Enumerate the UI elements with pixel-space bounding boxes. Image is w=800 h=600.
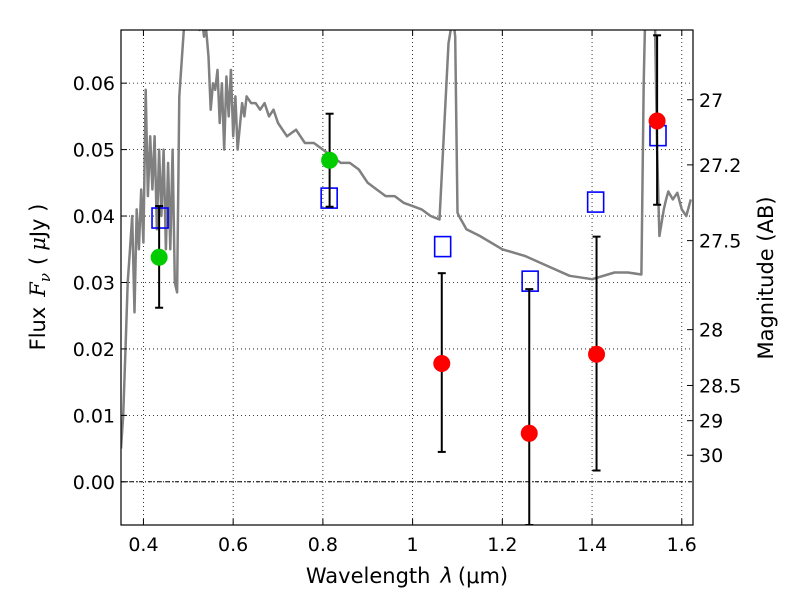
right-tick-label: 29: [699, 411, 723, 433]
x-axis-title: Wavelength λ (μm): [306, 564, 508, 588]
detection-point: [588, 345, 606, 363]
x-tick-label: 0.4: [128, 534, 158, 556]
model-flux-square: [586, 191, 605, 213]
plot-frame: [120, 29, 694, 526]
right-tick-label: 27.2: [699, 155, 741, 177]
y-axis-left: 0.00 0.01 0.02 0.03 0.04 0.05 0.06: [73, 73, 127, 494]
y-tick-label: 0.05: [73, 140, 115, 162]
plot-area: [121, 30, 693, 525]
model-spectrum-line: [121, 30, 693, 449]
optical-detection-point: [321, 151, 339, 169]
right-tick-label: 28: [699, 320, 723, 342]
model-flux-square: [433, 235, 452, 258]
right-tick-label: 27.5: [699, 231, 741, 253]
detection-point: [648, 112, 666, 130]
detection-point: [520, 424, 538, 442]
x-tick-label: 0.8: [308, 534, 338, 556]
y-tick-label: 0.00: [73, 472, 115, 494]
x-tick-label: 1.2: [487, 534, 517, 556]
optical-detection-point: [150, 248, 168, 266]
y-tick-label: 0.01: [73, 405, 115, 427]
y-tick-label: 0.06: [73, 73, 115, 95]
x-axis: 0.4 0.6 0.8 1 1.2 1.4 1.6: [128, 30, 697, 556]
right-tick-label: 30: [699, 445, 723, 467]
y-tick-label: 0.02: [73, 339, 115, 361]
right-axis-title: Magnitude (AB): [754, 196, 778, 359]
y-tick-label: 0.03: [73, 272, 115, 294]
right-tick-label: 27: [699, 90, 723, 112]
x-tick-label: 1.6: [667, 534, 697, 556]
data-marks: [150, 34, 667, 525]
y-axis-title: FluxFν(μJy ): [26, 204, 54, 351]
right-tick-label: 28.5: [699, 375, 741, 397]
x-tick-label: 1.4: [577, 534, 607, 556]
y-tick-label: 0.04: [73, 206, 115, 228]
y-axis-right: 27 27.2 27.5 28 28.5 29 30: [687, 90, 741, 467]
detection-point: [433, 355, 451, 373]
x-tick-label: 0.6: [218, 534, 248, 556]
x-tick-label: 1: [407, 534, 419, 556]
